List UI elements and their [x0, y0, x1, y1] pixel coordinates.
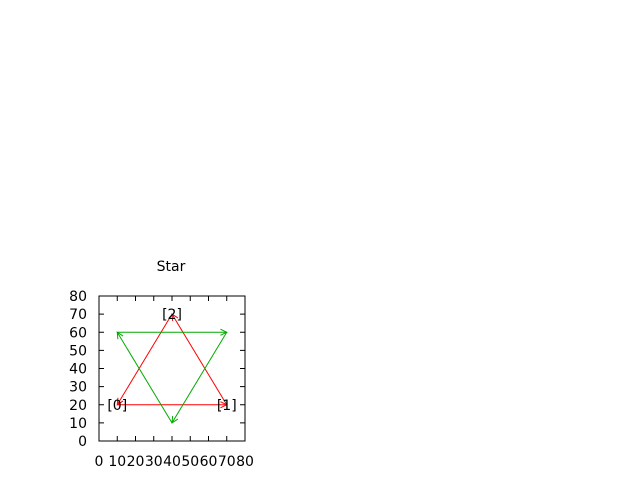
annotations-group: [0] [1] [2]	[107, 307, 236, 414]
series-group	[116, 313, 228, 424]
point-label: [0]	[107, 398, 127, 414]
chart-title: Star	[157, 259, 186, 275]
x-tick-label: 50	[181, 454, 199, 470]
series-segment	[171, 313, 228, 406]
arrow-head	[171, 415, 179, 424]
y-tick-label: 20	[69, 398, 87, 414]
arrow-head	[116, 397, 124, 406]
arrow-head	[116, 331, 124, 340]
series-0	[116, 313, 228, 409]
series-1	[116, 328, 228, 424]
y-tick-label: 80	[69, 289, 87, 305]
series-segment	[116, 331, 173, 424]
x-tick-label: 0	[95, 454, 104, 470]
x-tick-label: 30	[145, 454, 163, 470]
series-segment	[116, 313, 173, 406]
x-tick-label: 10	[108, 454, 126, 470]
point-label: [1]	[217, 398, 237, 414]
x-tick-label: 40	[163, 454, 181, 470]
x-tick-label: 80	[236, 454, 254, 470]
y-tick-label: 70	[69, 307, 87, 323]
y-tick-label: 60	[69, 325, 87, 341]
y-tick-label: 0	[78, 434, 87, 450]
y-tick-label: 40	[69, 362, 87, 378]
y-tick-label: 30	[69, 380, 87, 396]
x-tick-label: 70	[218, 454, 236, 470]
point-label: [2]	[162, 307, 182, 323]
y-tick-label: 10	[69, 416, 87, 432]
x-tick-label: 60	[200, 454, 218, 470]
x-tick-label: 20	[127, 454, 145, 470]
series-segment	[171, 331, 228, 424]
y-tick-label: 50	[69, 343, 87, 359]
